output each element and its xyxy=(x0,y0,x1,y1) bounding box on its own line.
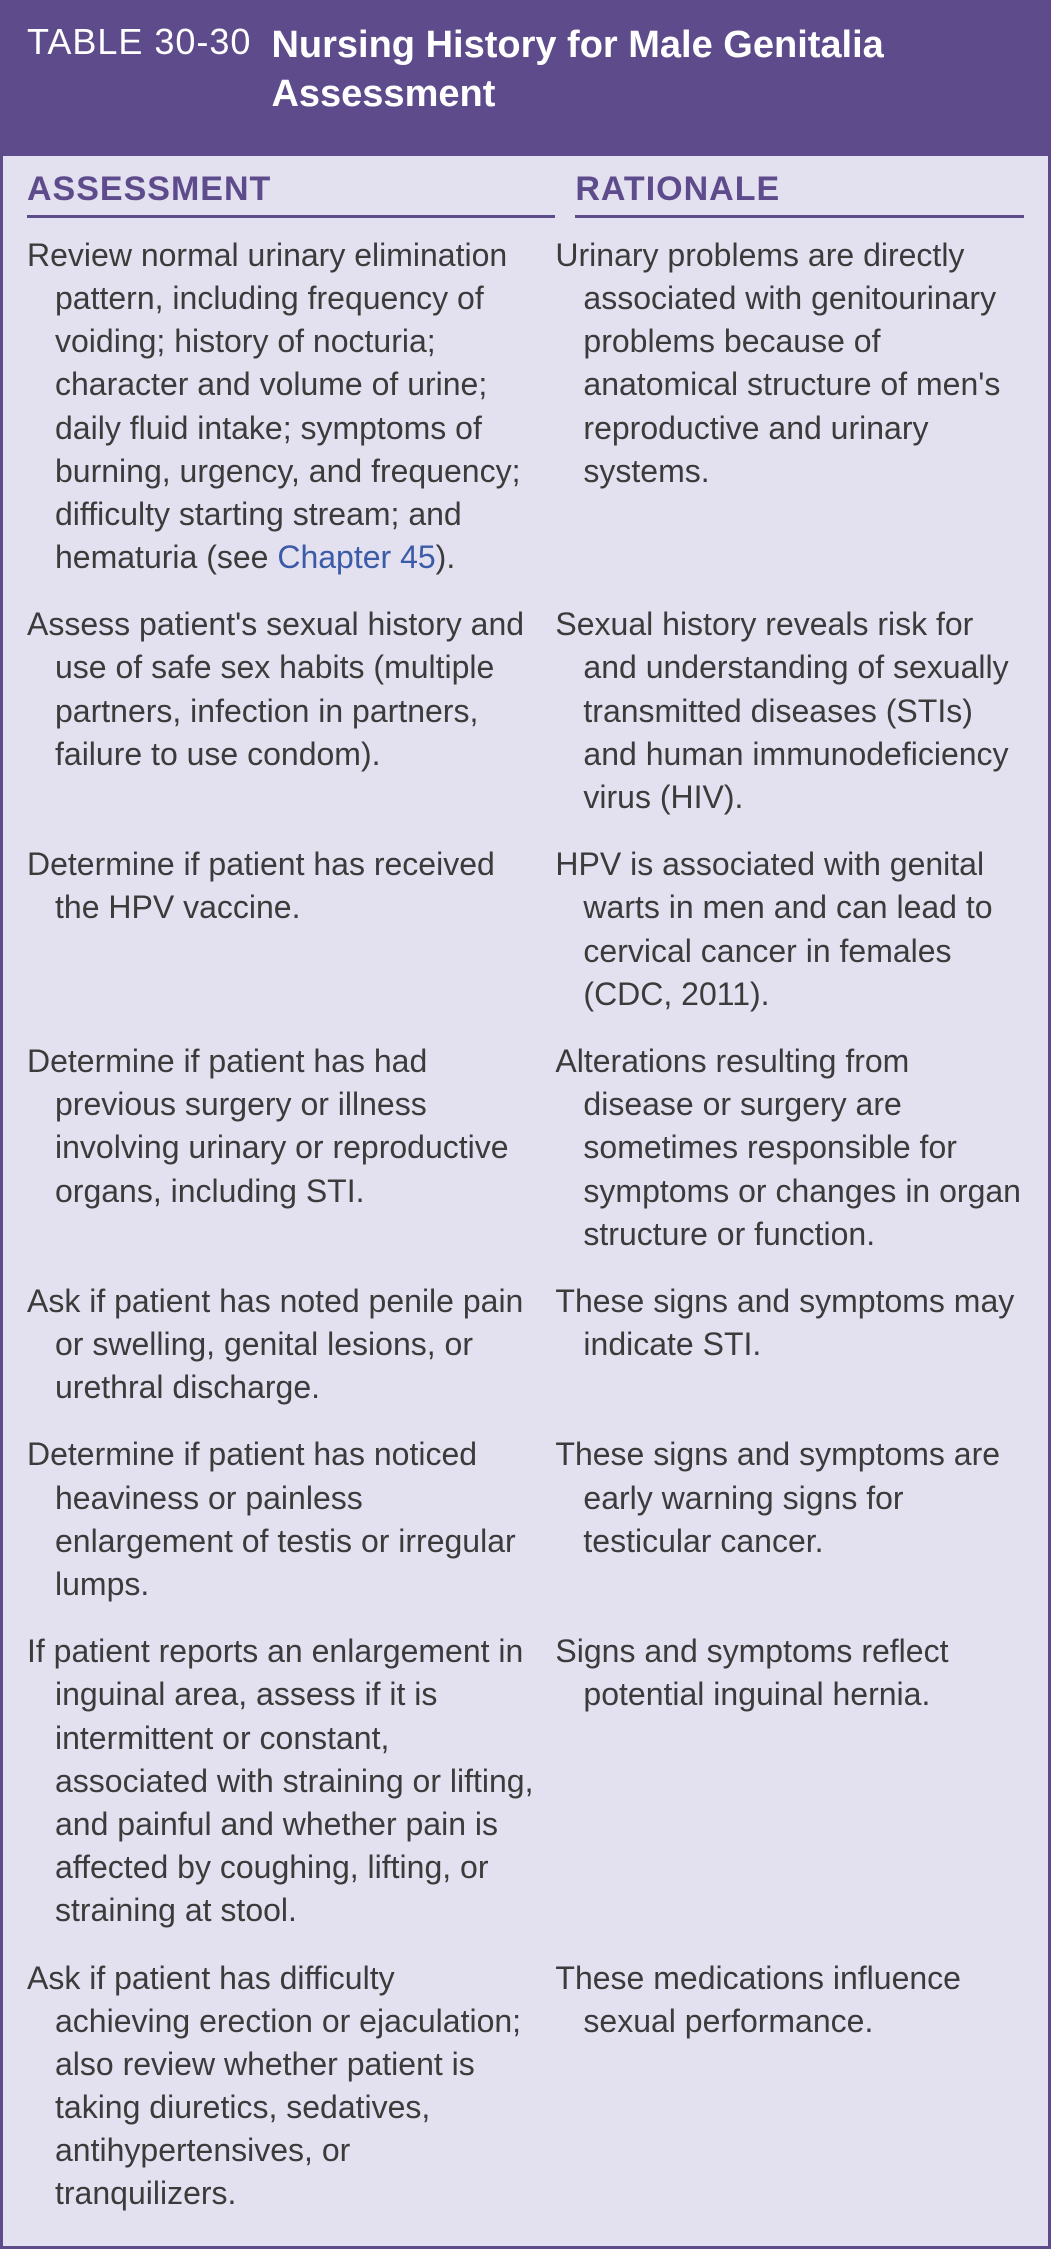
assessment-text-pre: Review normal urinary elimination patter… xyxy=(27,237,520,575)
table-row: Review normal urinary elimination patter… xyxy=(27,234,1024,580)
table-row: Ask if patient has noted penile pain or … xyxy=(27,1280,1024,1410)
assessment-text-post: ). xyxy=(436,539,456,575)
rationale-cell: These signs and symptoms may indicate ST… xyxy=(555,1280,1024,1410)
table-row: Determine if patient has received the HP… xyxy=(27,843,1024,1016)
assessment-cell: Assess patient's sexual history and use … xyxy=(27,603,555,819)
table-row: Determine if patient has noticed heavine… xyxy=(27,1433,1024,1606)
assessment-cell: Ask if patient has difficulty achieving … xyxy=(27,1957,555,2216)
rationale-cell: Sexual history reveals risk for and unde… xyxy=(555,603,1024,819)
column-headers: ASSESSMENT RATIONALE xyxy=(3,156,1048,224)
rationale-cell: HPV is associated with genital warts in … xyxy=(555,843,1024,1016)
table-row: Ask if patient has difficulty achieving … xyxy=(27,1957,1024,2216)
assessment-cell: Review normal urinary elimination patter… xyxy=(27,234,555,580)
assessment-cell: Determine if patient has had previous su… xyxy=(27,1040,555,1256)
table-number: TABLE 30-30 xyxy=(27,21,251,63)
rationale-cell: These medications influence sexual perfo… xyxy=(555,1957,1024,2216)
assessment-cell: Ask if patient has noted penile pain or … xyxy=(27,1280,555,1410)
rationale-cell: Alterations resulting from disease or su… xyxy=(555,1040,1024,1256)
table-header: TABLE 30-30 Nursing History for Male Gen… xyxy=(3,3,1048,156)
column-header-rationale: RATIONALE xyxy=(575,170,1024,218)
rationale-cell: Urinary problems are directly associated… xyxy=(555,234,1024,580)
assessment-cell: Determine if patient has received the HP… xyxy=(27,843,555,1016)
column-header-assessment: ASSESSMENT xyxy=(27,170,555,218)
table-row: Assess patient's sexual history and use … xyxy=(27,603,1024,819)
table-row: Determine if patient has had previous su… xyxy=(27,1040,1024,1256)
table-row: If patient reports an enlargement in ing… xyxy=(27,1630,1024,1932)
rationale-cell: These signs and symptoms are early warni… xyxy=(555,1433,1024,1606)
rationale-cell: Signs and symptoms reflect potential ing… xyxy=(555,1630,1024,1932)
chapter-link[interactable]: Chapter 45 xyxy=(277,539,435,575)
assessment-cell: Determine if patient has noticed heavine… xyxy=(27,1433,555,1606)
assessment-cell: If patient reports an enlargement in ing… xyxy=(27,1630,555,1932)
table-body: Review normal urinary elimination patter… xyxy=(3,224,1048,2246)
nursing-history-table: TABLE 30-30 Nursing History for Male Gen… xyxy=(0,0,1051,2249)
table-title: Nursing History for Male Genitalia Asses… xyxy=(271,21,1024,120)
